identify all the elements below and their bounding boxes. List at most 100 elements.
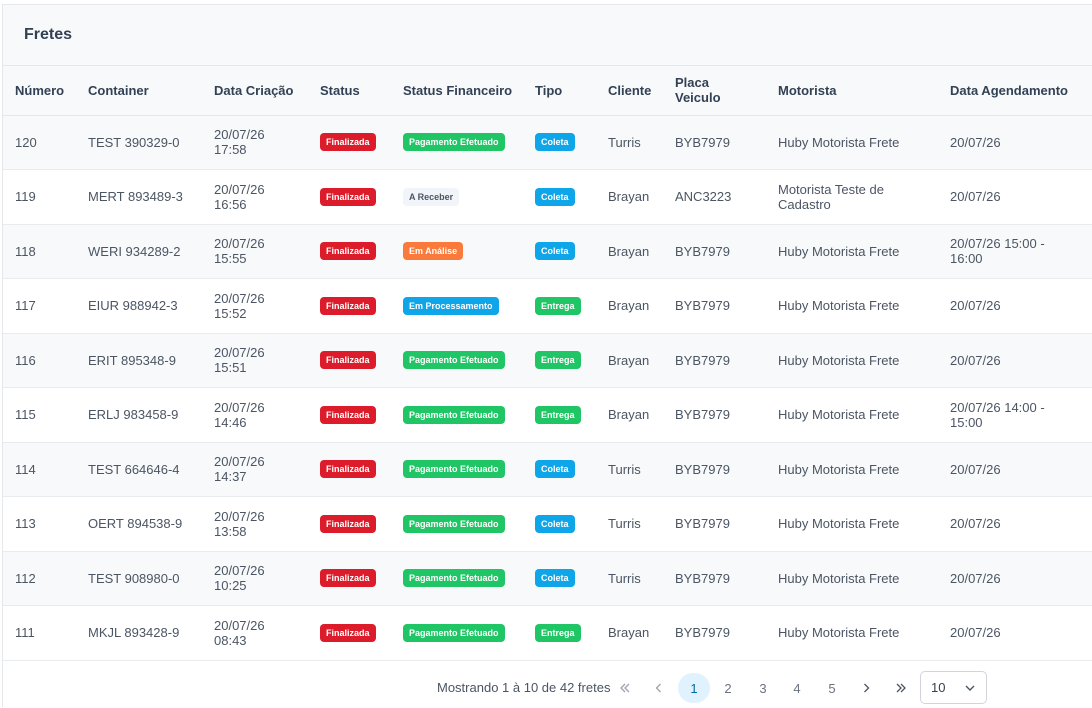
fretes-card: Fretes Número Container Data Criação Sta… [2,4,1092,707]
paginator-report: Mostrando 1 à 10 de 42 fretes [437,680,611,695]
cell-cliente: Brayan [596,224,663,279]
cell-data-criacao: 20/07/26 16:56 [202,170,308,225]
status-financeiro-badge: Pagamento Efetuado [403,460,505,479]
tipo-badge: Entrega [535,296,581,315]
card-title: Fretes [24,26,73,43]
cell-placa: BYB7979 [663,333,766,388]
motorista-text: Huby Motorista Frete [778,516,900,532]
cell-data-criacao: 20/07/26 13:58 [202,497,308,552]
cell-cliente: Turris [596,497,663,552]
page-button-4[interactable]: 4 [793,680,801,696]
table-row[interactable]: 116 ERIT 895348-9 20/07/26 15:51 Finalizada… [3,333,1092,388]
cell-status-financeiro: Em Processamento [391,279,523,334]
table-row[interactable]: 111 MKJL 893428-9 20/07/26 08:43 Finalizada… [3,605,1092,660]
container-text: ERLJ 983458-9 [88,407,179,423]
placa-text: BYB7979 [675,352,730,368]
tipo-badge: Coleta [535,460,575,479]
page-button-3[interactable]: 3 [759,680,767,696]
data-criacao-text: 20/07/26 10:25 [214,563,265,594]
data-criacao-text: 20/07/26 15:55 [214,236,265,267]
column-header-numero[interactable]: Número [15,82,65,98]
cell-status-financeiro: A Receber [391,170,523,225]
numero-text: 113 [15,516,36,532]
placa-text: BYB7979 [675,407,730,423]
cell-status: Finalizada [308,551,391,606]
column-header-data-agendamento[interactable]: Data Agendamento [950,82,1068,98]
container-text: OERT 894538-9 [88,516,183,532]
cell-data-agendamento: 20/07/26 [938,497,1092,552]
table-body: 120 TEST 390329-0 20/07/26 17:58 Finalizada… [3,115,1092,660]
cell-numero: 118 [3,224,76,279]
cell-container: EIUR 988942-3 [76,279,202,334]
table-row[interactable]: 115 ERLJ 983458-9 20/07/26 14:46 Finalizada… [3,387,1092,443]
table-row[interactable]: 113 OERT 894538-9 20/07/26 13:58 Finalizada… [3,496,1092,552]
column-header-status-financeiro[interactable]: Status Financeiro [403,82,513,98]
table-row[interactable]: 119 MERT 893489-3 20/07/26 16:56 Finalizada… [3,169,1092,225]
first-page-button[interactable] [609,673,641,703]
prev-page-button[interactable] [643,673,675,703]
page-button-1[interactable]: 1 [678,673,710,703]
table-row[interactable]: 120 TEST 390329-0 20/07/26 17:58 Finalizada… [3,115,1092,170]
next-page-button[interactable] [850,673,882,703]
cell-numero: 113 [3,497,76,552]
cliente-text: Turris [608,570,641,586]
cell-status-financeiro: Em Análise [391,224,523,279]
table-row[interactable]: 114 TEST 664646-4 20/07/26 14:37 Finalizada… [3,442,1092,497]
tipo-badge: Entrega [535,405,581,424]
rows-per-page-select[interactable]: 10 [920,671,987,704]
data-criacao-text: 20/07/26 08:43 [214,617,265,648]
cell-placa: BYB7979 [663,279,766,334]
table-row[interactable]: 117 EIUR 988942-3 20/07/26 15:52 Finalizada… [3,278,1092,334]
cliente-text: Brayan [608,189,650,205]
data-agendamento-text: 20/07/26 [950,298,1001,314]
cell-container: TEST 664646-4 [76,442,202,497]
status-badge: Finalizada [320,569,376,588]
motorista-text: Huby Motorista Frete [778,134,900,150]
cell-data-agendamento: 20/07/26 15:00 - 16:00 [938,224,1092,279]
double-chevron-left-icon [620,683,630,693]
tipo-badge: Coleta [535,242,575,261]
column-header-placa-veiculo[interactable]: Placa Veiculo [675,75,721,106]
cell-tipo: Coleta [523,442,596,497]
data-criacao-text: 20/07/26 14:37 [214,454,265,485]
motorista-text: Huby Motorista Frete [778,298,900,314]
page-button-2[interactable]: 2 [724,680,732,696]
container-text: MERT 893489-3 [88,189,183,205]
table-row[interactable]: 118 WERI 934289-2 20/07/26 15:55 Finalizada… [3,224,1092,279]
cell-status: Finalizada [308,388,391,443]
cell-tipo: Entrega [523,279,596,334]
cell-motorista: Motorista Teste de Cadastro [766,170,938,225]
column-header-tipo[interactable]: Tipo [535,82,563,98]
cell-tipo: Coleta [523,115,596,170]
cell-data-criacao: 20/07/26 14:46 [202,388,308,443]
cliente-text: Turris [608,134,641,150]
column-header-status[interactable]: Status [320,82,360,98]
cell-data-agendamento: 20/07/26 [938,170,1092,225]
cell-tipo: Entrega [523,333,596,388]
column-header-cliente[interactable]: Cliente [608,82,652,98]
cell-cliente: Brayan [596,279,663,334]
column-header-motorista[interactable]: Motorista [778,82,837,98]
column-header-container[interactable]: Container [88,82,149,98]
cell-cliente: Brayan [596,333,663,388]
numero-text: 116 [15,352,36,368]
cell-numero: 116 [3,333,76,388]
status-badge: Finalizada [320,133,376,152]
cell-numero: 117 [3,279,76,334]
cell-data-agendamento: 20/07/26 14:00 - 15:00 [938,388,1092,443]
cell-motorista: Huby Motorista Frete [766,551,938,606]
tipo-badge: Coleta [535,187,575,206]
data-criacao-text: 20/07/26 14:46 [214,399,265,430]
cell-status: Finalizada [308,170,391,225]
motorista-text: Huby Motorista Frete [778,352,900,368]
cell-data-criacao: 20/07/26 15:55 [202,224,308,279]
cell-data-agendamento: 20/07/26 [938,279,1092,334]
data-criacao-text: 20/07/26 13:58 [214,508,265,539]
table-row[interactable]: 112 TEST 908980-0 20/07/26 10:25 Finalizada… [3,551,1092,606]
numero-text: 112 [15,570,36,586]
column-header-data-criacao[interactable]: Data Criação [214,82,294,98]
page-button-5[interactable]: 5 [828,680,836,696]
last-page-button[interactable] [885,673,917,703]
tipo-badge: Coleta [535,133,575,152]
cell-data-agendamento: 20/07/26 [938,115,1092,170]
